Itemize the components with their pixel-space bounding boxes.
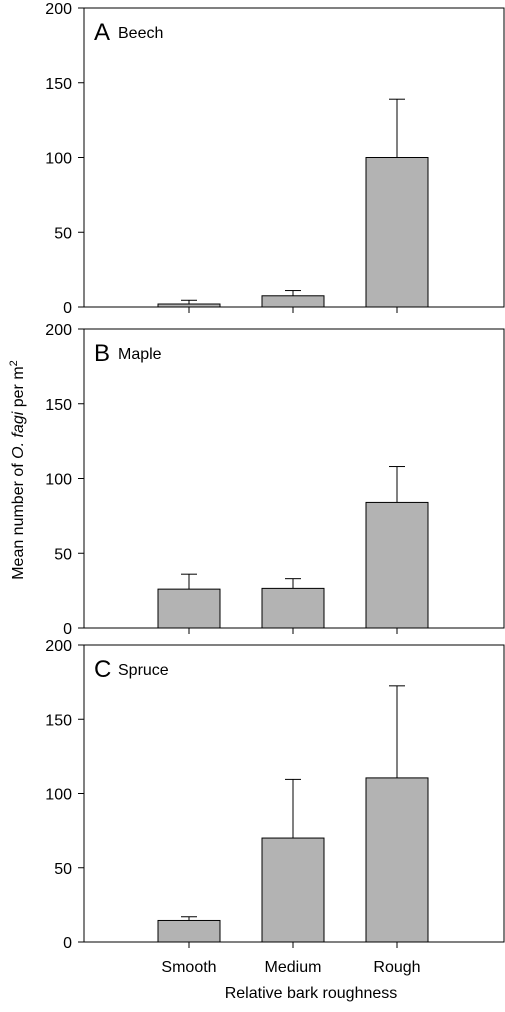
x-axis-title: Relative bark roughness <box>225 985 398 1002</box>
y-tick-label: 100 <box>45 151 72 168</box>
y-tick-label: 150 <box>45 76 72 93</box>
bar <box>261 837 325 943</box>
y-tick-label: 100 <box>45 787 72 804</box>
x-tick-label: Medium <box>265 959 322 976</box>
panel-letter: C <box>94 656 111 683</box>
y-tick-label: 150 <box>45 712 72 729</box>
y-axis-title-exponent: 2 <box>8 360 20 366</box>
chart-panels: 0 50 100 150 200 A Beech 0 50 100 150 200 B Maple 0 50 1… <box>45 1 505 952</box>
y-axis-title: Mean number of O. fagi per m2 <box>8 360 27 580</box>
bar <box>365 777 429 943</box>
y-tick-label: 0 <box>63 621 72 638</box>
bar <box>261 587 325 629</box>
y-tick-label: 0 <box>63 300 72 317</box>
y-tick-label: 100 <box>45 472 72 489</box>
panel-title: Maple <box>118 346 162 363</box>
bar <box>157 588 221 629</box>
bar <box>365 501 429 629</box>
bar <box>261 295 325 308</box>
panel-1: 0 50 100 150 200 A Beech <box>45 1 505 317</box>
y-tick-label: 0 <box>63 935 72 952</box>
bar <box>365 157 429 308</box>
panel-2: 0 50 100 150 200 B Maple <box>45 322 505 638</box>
panel-title: Spruce <box>118 662 169 679</box>
panel-3: 0 50 100 150 200 C Spruce <box>45 638 505 952</box>
x-tick-label: Smooth <box>161 959 216 976</box>
y-tick-label: 50 <box>54 861 72 878</box>
y-tick-label: 50 <box>54 225 72 242</box>
plot-frame <box>83 7 505 308</box>
panel-letter: B <box>94 340 110 367</box>
y-axis-title-species: O. fagi <box>10 411 27 459</box>
y-tick-label: 200 <box>45 638 72 655</box>
y-tick-label: 200 <box>45 322 72 339</box>
y-tick-label: 150 <box>45 397 72 414</box>
x-tick-labels: Smooth Medium Rough <box>161 959 420 976</box>
y-axis-title-prefix: Mean number of <box>10 459 27 580</box>
plot-frame <box>83 328 505 629</box>
bar <box>157 919 221 943</box>
x-tick-label: Rough <box>373 959 420 976</box>
y-axis-title-suffix: per m <box>10 366 27 411</box>
y-tick-label: 200 <box>45 1 72 18</box>
y-tick-label: 50 <box>54 546 72 563</box>
panel-letter: A <box>94 19 110 46</box>
panel-title: Beech <box>118 25 163 42</box>
